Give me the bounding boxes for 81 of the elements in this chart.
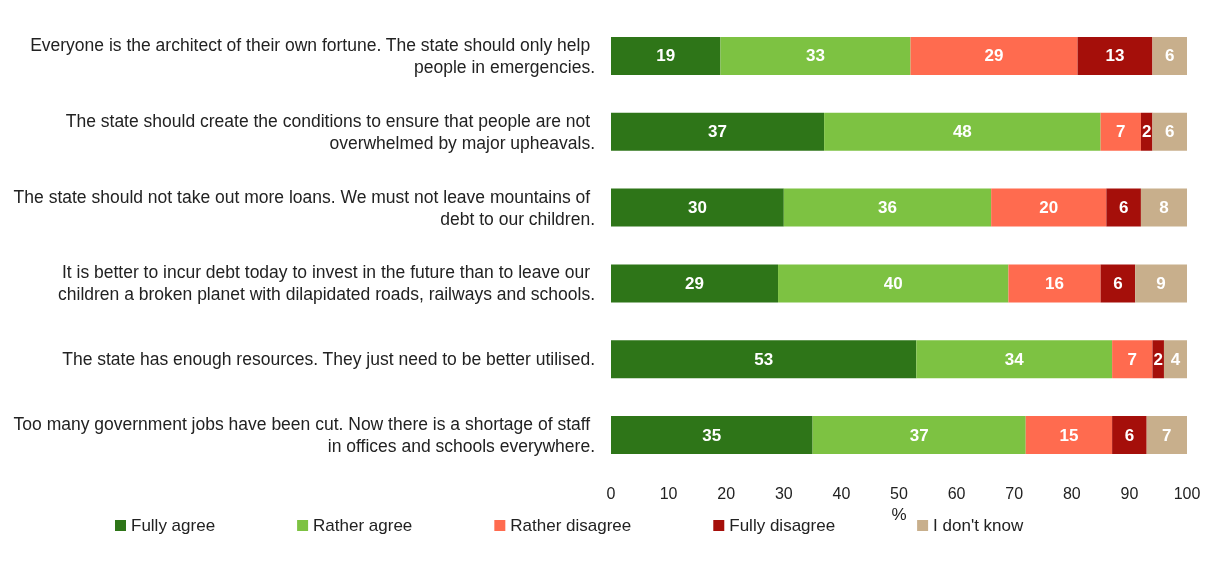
bar [720, 36, 911, 75]
legend-label: Fully disagree [729, 516, 836, 535]
data-label: 4 [1170, 349, 1181, 369]
x-tick-label: 70 [1005, 484, 1024, 502]
x-tick-label: 20 [717, 484, 736, 502]
data-label: 34 [1004, 349, 1025, 369]
bar [1106, 188, 1141, 227]
bar [1135, 264, 1187, 303]
bar [910, 36, 1078, 75]
bar [1100, 264, 1136, 303]
x-tick-label: 80 [1062, 484, 1081, 502]
data-label: 6 [1164, 46, 1175, 66]
bar [1152, 36, 1187, 75]
bar [783, 188, 992, 227]
data-label: 35 [702, 425, 722, 445]
data-label: 6 [1118, 198, 1129, 218]
data-label: 2 [1141, 122, 1152, 142]
data-label: 6 [1164, 122, 1175, 142]
bar [1025, 416, 1113, 455]
data-label: 8 [1159, 198, 1169, 218]
y-tick-label: The state should not take out more loans. We must not leave mountains of debt to our children. [13, 186, 595, 229]
data-label: 16 [1045, 273, 1064, 293]
legend-label: I don't know [933, 516, 1025, 535]
data-label: 7 [1127, 349, 1138, 369]
legend-label: Fully agree [131, 516, 216, 535]
bar [812, 416, 1026, 455]
x-tick-label: 0 [606, 484, 616, 502]
x-axis-title: % [891, 504, 907, 524]
data-label: 53 [754, 349, 774, 369]
data-label: 9 [1156, 273, 1166, 293]
data-label: 15 [1059, 425, 1079, 445]
bar [1008, 264, 1101, 303]
data-label: 2 [1153, 349, 1163, 369]
bar [611, 188, 784, 227]
legend-label: Rather disagree [510, 516, 632, 535]
bar [611, 340, 917, 379]
y-tick-label: The state has enough resources. They just need to be better utilised. [62, 349, 595, 370]
bar [778, 264, 1009, 303]
y-tick-label: Everyone is the architect of their own fortune. The state should only help people in emergencies. [30, 34, 595, 77]
data-label: 7 [1116, 122, 1126, 142]
data-label: 30 [687, 198, 707, 218]
bar [1152, 112, 1187, 151]
x-tick-label: 100 [1173, 484, 1201, 502]
data-label: 13 [1105, 46, 1125, 66]
bar [916, 340, 1113, 379]
legend-label: Rather agree [313, 516, 413, 535]
data-label: 7 [1162, 425, 1172, 445]
bar [1077, 36, 1153, 75]
x-tick-label: 10 [659, 484, 678, 502]
data-label: 37 [708, 122, 728, 142]
y-tick-label: The state should create the conditions to ensure that people are not overwhelmed by major upheavals. [65, 110, 595, 153]
data-label: 29 [984, 46, 1004, 66]
bar [1163, 340, 1187, 379]
x-tick-label: 50 [890, 484, 908, 502]
data-label: 29 [685, 273, 704, 293]
data-label: 40 [883, 273, 903, 293]
x-tick-label: 40 [832, 484, 851, 502]
bar [611, 112, 825, 151]
bar [1112, 340, 1153, 379]
bar [1146, 416, 1187, 455]
bar [611, 264, 779, 303]
data-label: 33 [806, 46, 825, 66]
data-label: 6 [1124, 425, 1135, 445]
y-tick-label: Too many government jobs have been cut. Now there is a shortage of staff in offices and schools everywhere. [13, 414, 595, 457]
data-label: 37 [909, 425, 929, 445]
bar [991, 188, 1107, 227]
x-tick-label: 60 [947, 484, 966, 502]
data-label: 48 [952, 122, 972, 142]
data-label: 19 [656, 46, 676, 66]
x-tick-label: 90 [1120, 484, 1139, 502]
bar [824, 112, 1101, 151]
x-tick-label: 30 [774, 484, 793, 502]
bar [1112, 416, 1147, 455]
data-label: 20 [1039, 198, 1059, 218]
bar [611, 416, 813, 455]
data-label: 6 [1113, 273, 1123, 293]
data-label: 36 [878, 198, 897, 218]
bar [1140, 188, 1187, 227]
y-tick-label: It is better to incur debt today to invest in the future than to leave our children a broken planet with dilapidated roads, railways and schools. [58, 262, 595, 305]
bar [1100, 112, 1141, 151]
bar [611, 36, 721, 75]
